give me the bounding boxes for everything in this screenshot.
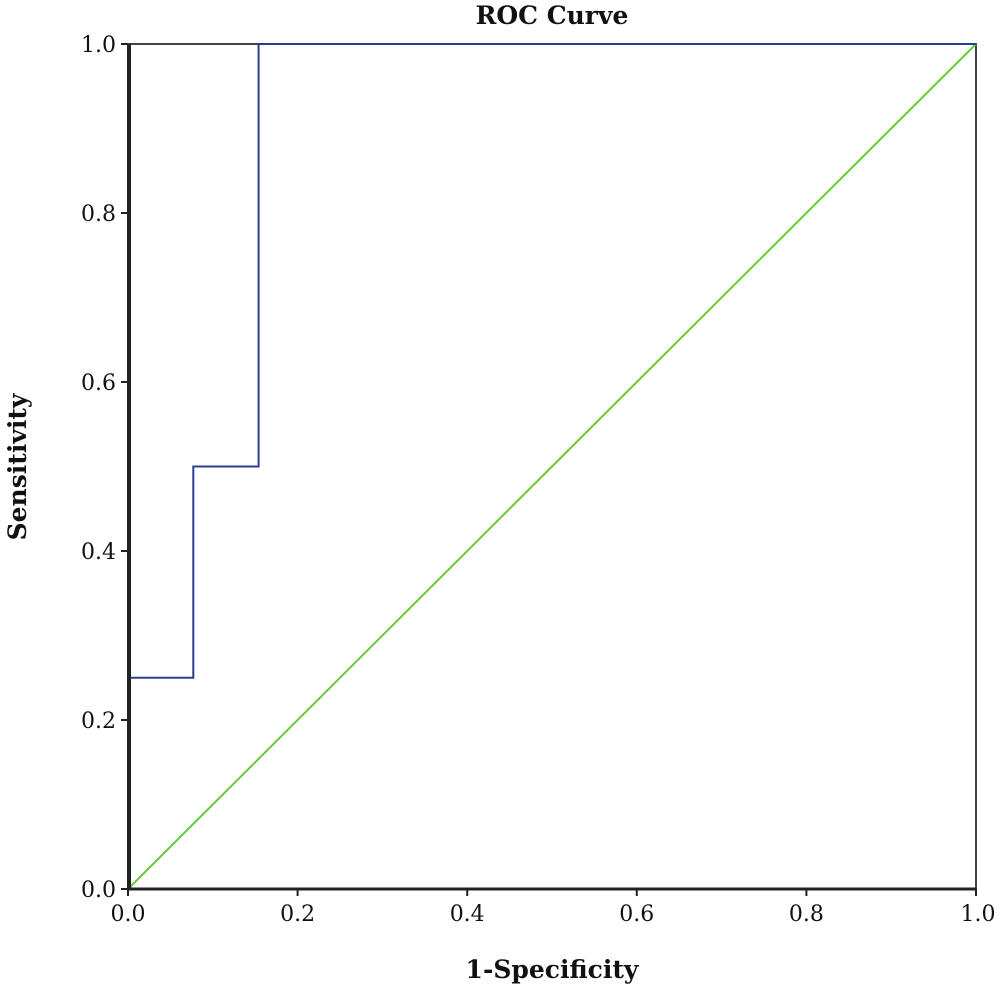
y-axis-title: Sensitivity [3, 392, 32, 540]
y-tick-label: 0.8 [81, 202, 116, 227]
tick-layer: 0.0 0.2 0.4 0.6 0.8 1.0 0.0 0.2 0.4 0.6 0.8 1.0 [81, 33, 996, 927]
chart-title: ROC Curve [476, 1, 629, 30]
x-tick-label: 0.0 [111, 902, 146, 927]
y-tick-label: 0.6 [81, 371, 116, 396]
y-tick-label: 0.0 [81, 878, 116, 903]
reference-diagonal-line [127, 43, 977, 890]
x-tick-label: 0.8 [789, 902, 824, 927]
x-tick-label: 0.6 [619, 902, 654, 927]
x-tick-label: 0.4 [450, 902, 485, 927]
x-tick-label: 0.2 [280, 902, 315, 927]
y-tick-label: 1.0 [81, 33, 116, 58]
x-tick-label: 1.0 [961, 902, 996, 927]
y-tick-label: 0.2 [81, 709, 116, 734]
series-layer [127, 43, 977, 890]
y-tick-label: 0.4 [81, 540, 116, 565]
x-axis-title: 1-Specificity [466, 955, 640, 984]
